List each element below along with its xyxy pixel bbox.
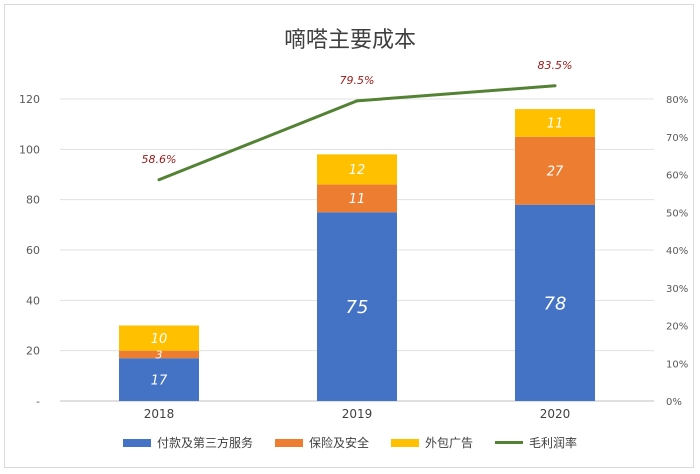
legend-swatch-payment [122, 438, 151, 447]
y-left-tick-label: 120 [19, 93, 40, 106]
y-left-tick-label: 20 [26, 345, 40, 358]
bar-value-label: 27 [547, 164, 564, 179]
bar-value-label: 11 [547, 117, 564, 132]
legend-item-payment: 付款及第三方服务 [122, 434, 253, 451]
line-point [355, 99, 359, 103]
bar-value-label: 75 [346, 297, 369, 318]
y-left-tick-label: 40 [26, 294, 40, 307]
chart-title: 嘀嗒主要成本 [283, 28, 416, 53]
legend-swatch-gross-margin [495, 441, 524, 444]
y-right-tick-label: 20% [666, 322, 688, 333]
bar-segment [515, 109, 595, 137]
line-value-label: 79.5% [340, 74, 375, 87]
bar-segment [119, 325, 199, 351]
bar-segment [317, 212, 397, 401]
bar-value-label: 12 [349, 163, 366, 178]
bar-segment [515, 204, 595, 401]
chart-frame [4, 4, 694, 468]
legend-label-gross-margin: 毛利润率 [529, 436, 578, 450]
bar-value-label: 3 [156, 348, 163, 361]
legend: 付款及第三方服务 保险及安全 外包广告 毛利润率 [0, 434, 700, 451]
bar-segment [119, 350, 199, 359]
legend-label-insurance: 保险及安全 [308, 436, 369, 450]
legend-item-gross-margin: 毛利润率 [495, 434, 577, 451]
bar-segment [317, 154, 397, 185]
bar-value-label: 17 [151, 373, 168, 388]
bar-segment [317, 184, 397, 213]
x-tick-label: 2019 [342, 407, 373, 421]
bar-value-label: 10 [151, 332, 168, 347]
line-point [157, 178, 161, 182]
y-left-tick-label: 100 [19, 143, 40, 156]
y-right-tick-label: 50% [666, 208, 688, 219]
y-right-tick-label: 10% [666, 359, 688, 370]
y-right-tick-label: 30% [666, 284, 688, 295]
bar-value-label: 78 [544, 293, 567, 314]
x-tick-label: 2018 [144, 407, 175, 421]
legend-swatch-insurance [274, 438, 303, 447]
y-right-tick-label: 40% [666, 246, 688, 257]
line-value-label: 83.5% [538, 59, 573, 72]
legend-item-insurance: 保险及安全 [274, 434, 369, 451]
bar-segment [515, 136, 595, 205]
line-point [553, 84, 557, 88]
x-tick-label: 2020 [540, 407, 571, 421]
line-value-label: 58.6% [142, 153, 177, 166]
y-left-tick-label: 80 [26, 194, 40, 207]
legend-label-advertising: 外包广告 [425, 436, 474, 450]
y-right-tick-label: 0% [666, 397, 682, 408]
legend-swatch-advertising [391, 438, 419, 447]
y-left-tick-label: - [36, 395, 40, 408]
y-left-tick-label: 60 [26, 244, 40, 257]
legend-label-payment: 付款及第三方服务 [156, 436, 253, 450]
bar-segment [119, 358, 199, 401]
y-right-tick-label: 80% [666, 95, 688, 106]
y-right-tick-label: 70% [666, 133, 688, 144]
y-right-tick-label: 60% [666, 171, 688, 182]
legend-item-advertising: 外包广告 [391, 434, 473, 451]
bar-value-label: 11 [349, 192, 366, 207]
